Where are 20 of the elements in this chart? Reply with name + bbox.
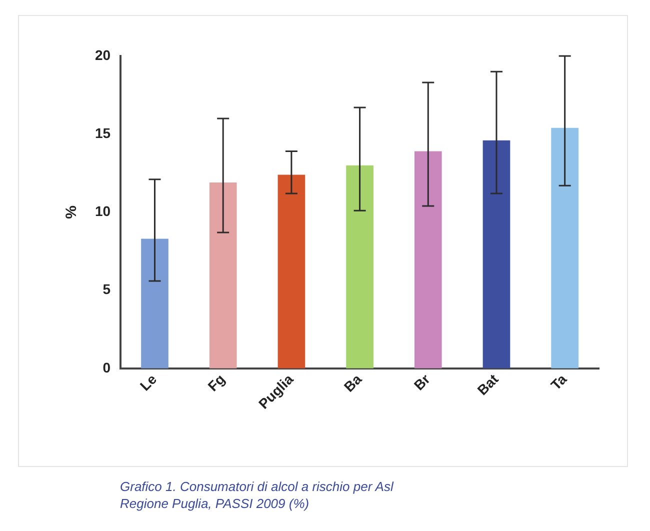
text: Grafico 1. Consumatori di alcol a rischio per Asl Regione Puglia, PASSI 2009 (%)	[120, 478, 395, 512]
x-tick-label: Ba	[340, 370, 365, 395]
bar	[141, 238, 168, 368]
bar	[551, 128, 578, 368]
x-tick-label: Fg	[204, 370, 228, 394]
y-tick-label: 15	[94, 124, 111, 141]
bar	[414, 151, 442, 368]
bar	[346, 165, 374, 368]
bar	[209, 182, 237, 368]
y-tick-label: 0	[102, 359, 111, 376]
x-tick-label: Le	[136, 370, 160, 394]
y-tick-label: 10	[94, 203, 111, 220]
y-tick-label: 20	[94, 46, 111, 63]
x-tick-label: Br	[410, 370, 434, 394]
bar	[482, 140, 510, 368]
y-axis-title: %	[63, 206, 80, 219]
bar	[278, 174, 306, 368]
x-tick-label: Bat	[474, 370, 502, 398]
x-tick-label: Ta	[548, 370, 570, 394]
y-tick-label: 5	[102, 281, 111, 298]
